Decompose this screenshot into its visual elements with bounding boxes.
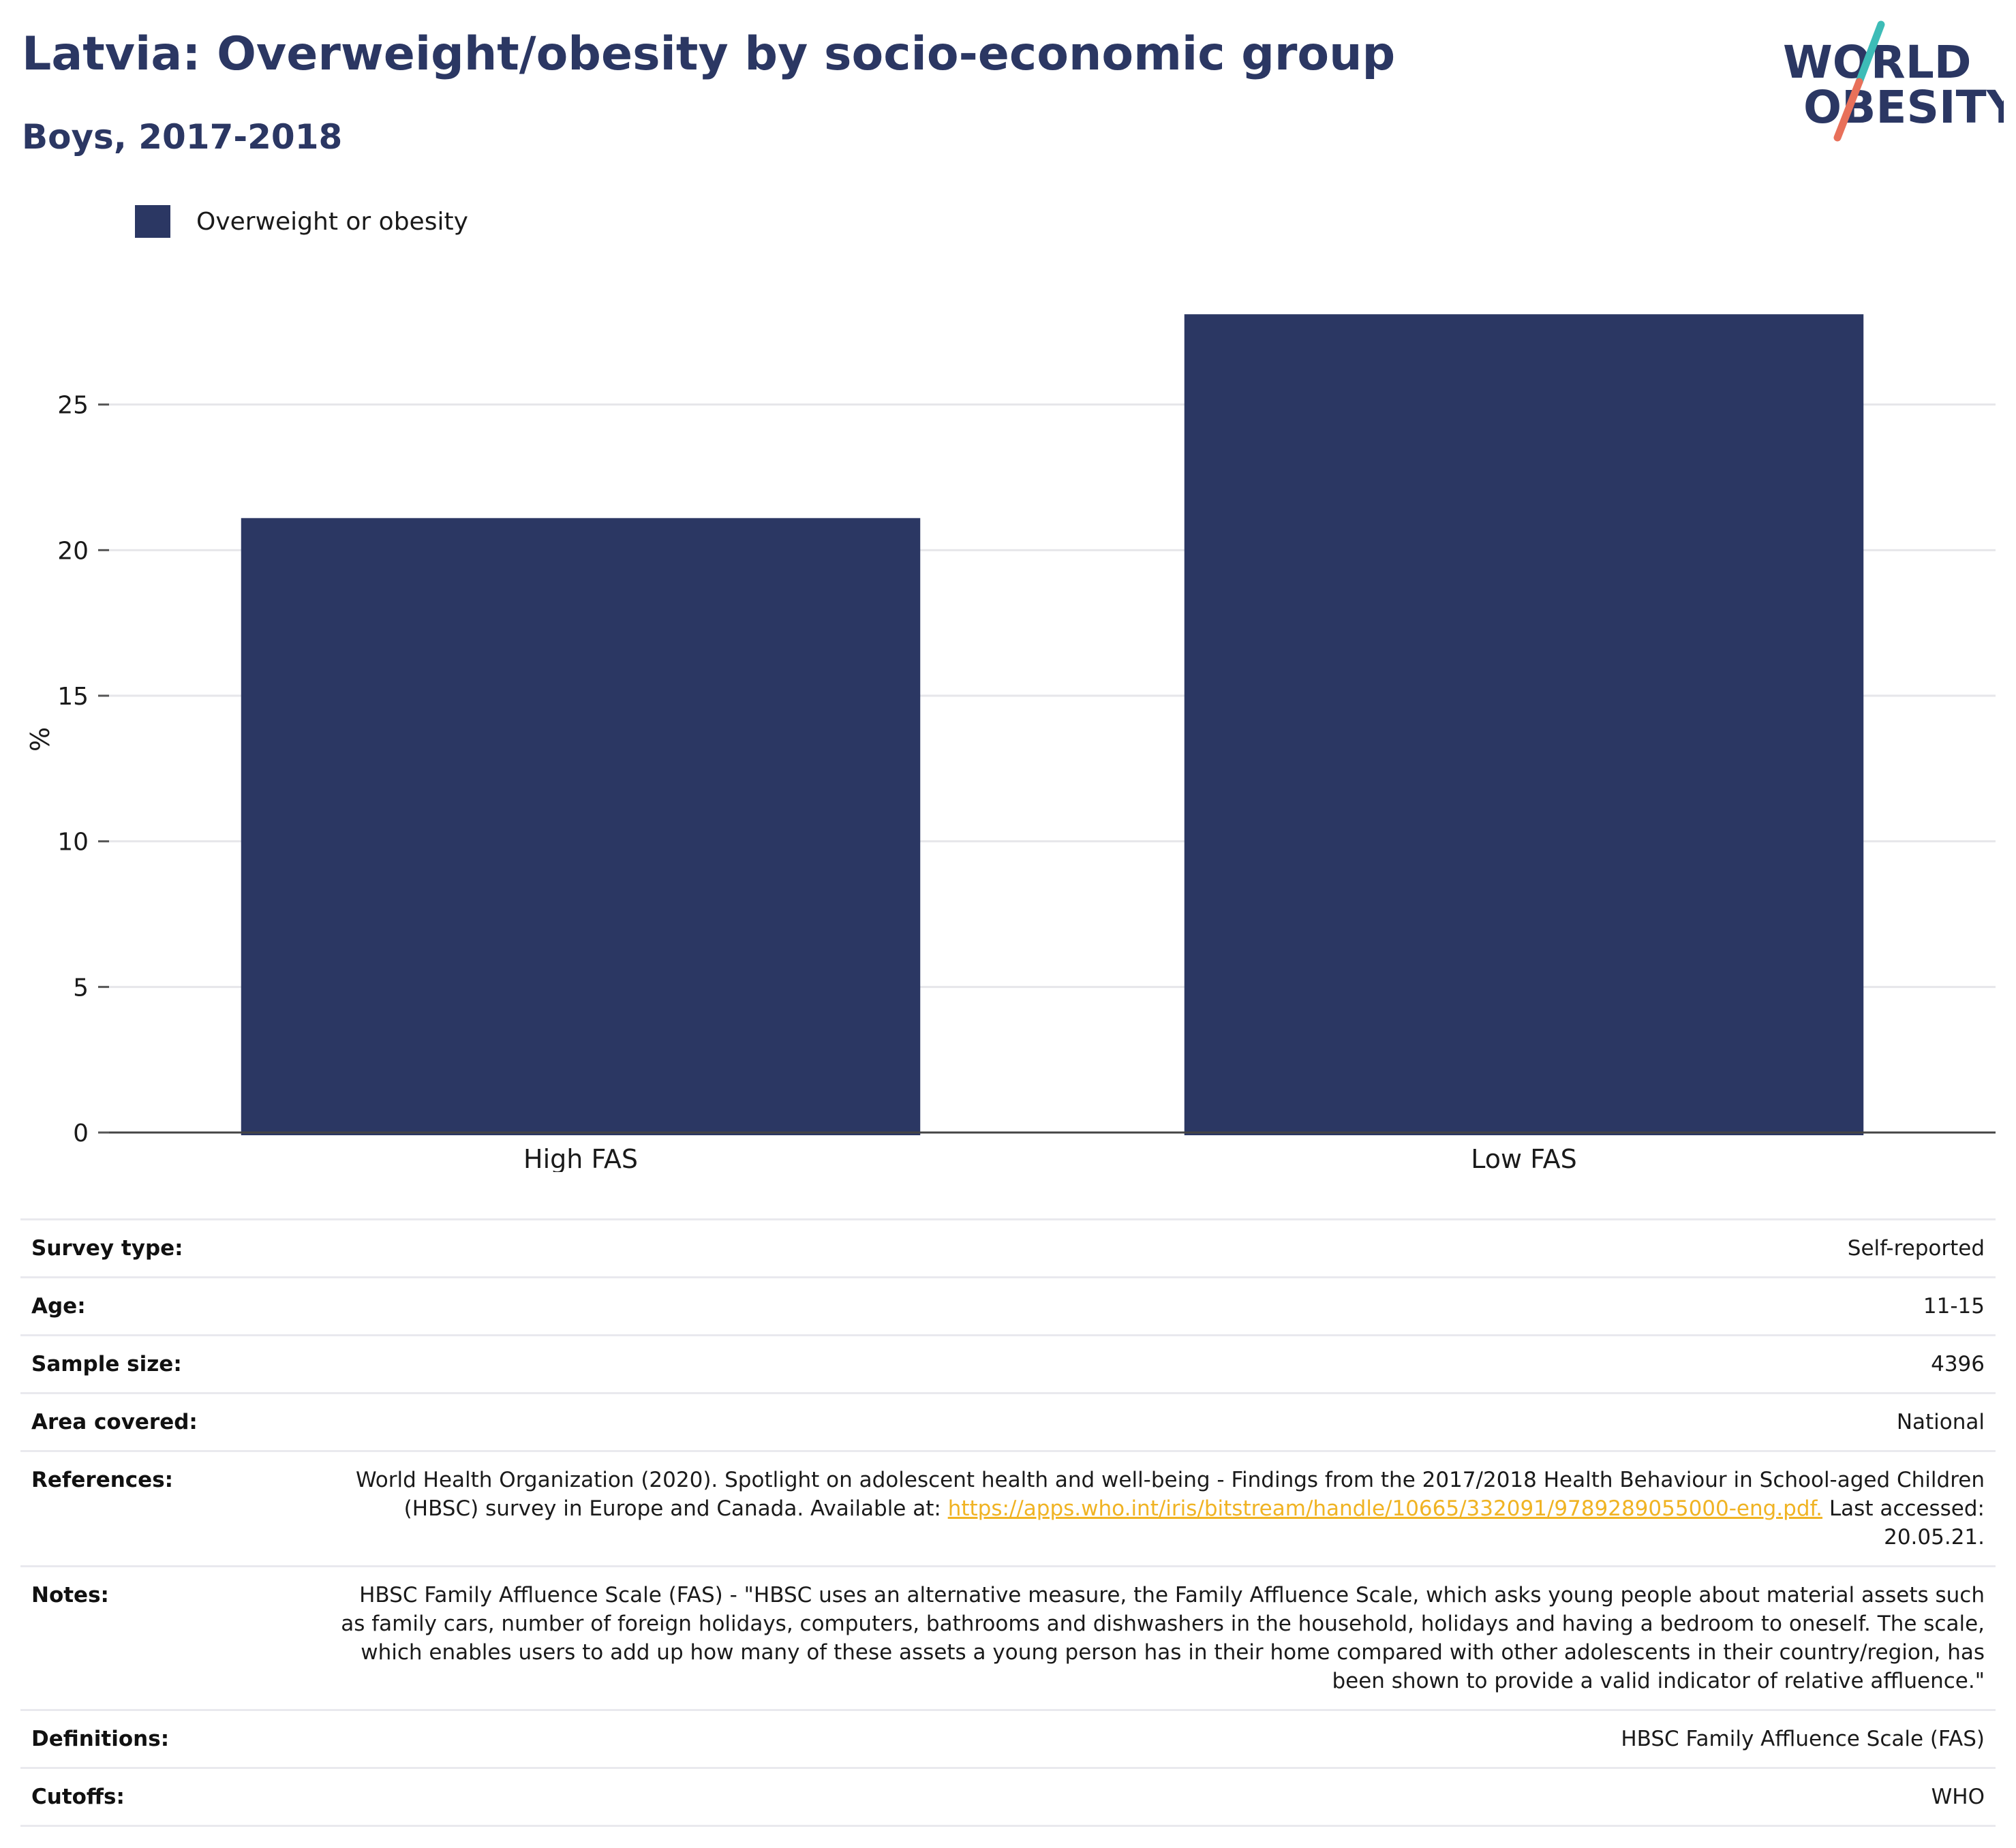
y-tick-label: 25 [57, 392, 89, 420]
survey-type-label: Survey type: [31, 1236, 183, 1261]
info-row-area-covered: Area covered: National [20, 1393, 1996, 1451]
area-covered-label: Area covered: [31, 1410, 198, 1434]
y-tick-label: 20 [57, 537, 89, 565]
references-label: References: [31, 1468, 174, 1492]
bar-low-fas[interactable] [1184, 314, 1864, 1135]
bar-chart: 0 5 10 15 20 25 High FAS Low FAS % [25, 314, 1996, 1172]
metadata-table: Survey type: Self-reported Age: 11-15 Sa… [20, 1218, 1996, 1827]
logo-text-obesity: OBESITY [1803, 81, 2004, 134]
definitions-label: Definitions: [31, 1727, 170, 1751]
references-value: World Health Organization (2020). Spotli… [329, 1451, 1996, 1567]
notes-value: HBSC Family Affluence Scale (FAS) - "HBS… [341, 1583, 1985, 1693]
legend-swatch [135, 205, 170, 238]
age-value: 11-15 [1923, 1294, 1985, 1319]
bars [241, 314, 1864, 1135]
logo-slash-bottom [1833, 78, 1863, 142]
chart-subtitle: Boys, 2017-2018 [22, 117, 343, 157]
references-link[interactable]: https://apps.who.int/iris/bitstream/hand… [947, 1496, 1823, 1521]
cutoffs-value: WHO [1931, 1785, 1985, 1809]
area-covered-value: National [1896, 1410, 1985, 1434]
x-tick-label: Low FAS [1471, 1144, 1576, 1172]
info-row-references: References: World Health Organization (2… [20, 1451, 1996, 1567]
y-tick-label: 10 [57, 829, 89, 857]
notes-label: Notes: [31, 1583, 109, 1607]
world-obesity-logo: WORLD OBESITY [1783, 20, 2004, 142]
y-tick-label: 5 [73, 974, 89, 1002]
sample-size-label: Sample size: [31, 1352, 182, 1376]
info-row-notes: Notes: HBSC Family Affluence Scale (FAS)… [20, 1566, 1996, 1710]
bar-high-fas[interactable] [241, 518, 921, 1135]
info-row-definitions: Definitions: HBSC Family Affluence Scale… [20, 1710, 1996, 1768]
age-label: Age: [31, 1294, 86, 1319]
survey-type-value: Self-reported [1847, 1236, 1985, 1261]
sample-size-value: 4396 [1931, 1352, 1985, 1376]
x-tick-label: High FAS [523, 1144, 638, 1172]
legend-label: Overweight or obesity [196, 207, 468, 236]
chart-legend[interactable]: Overweight or obesity [135, 203, 468, 240]
info-row-age: Age: 11-15 [20, 1277, 1996, 1336]
y-tick-label: 15 [57, 683, 89, 711]
logo-slash-top [1855, 20, 1885, 86]
info-row-survey-type: Survey type: Self-reported [20, 1219, 1996, 1278]
references-suffix: Last accessed: 20.05.21. [1829, 1496, 1985, 1550]
info-row-sample-size: Sample size: 4396 [20, 1335, 1996, 1393]
definitions-value: HBSC Family Affluence Scale (FAS) [1621, 1727, 1985, 1751]
chart-title: Latvia: Overweight/obesity by socio-econ… [22, 27, 1396, 81]
y-axis-title: % [25, 727, 55, 752]
y-tick-label: 0 [73, 1120, 89, 1148]
cutoffs-label: Cutoffs: [31, 1785, 125, 1809]
axes: 0 5 10 15 20 25 High FAS Low FAS [57, 392, 1996, 1172]
references-text: World Health Organization (2020). Spotli… [355, 1468, 1985, 1521]
info-row-cutoffs: Cutoffs: WHO [20, 1768, 1996, 1826]
